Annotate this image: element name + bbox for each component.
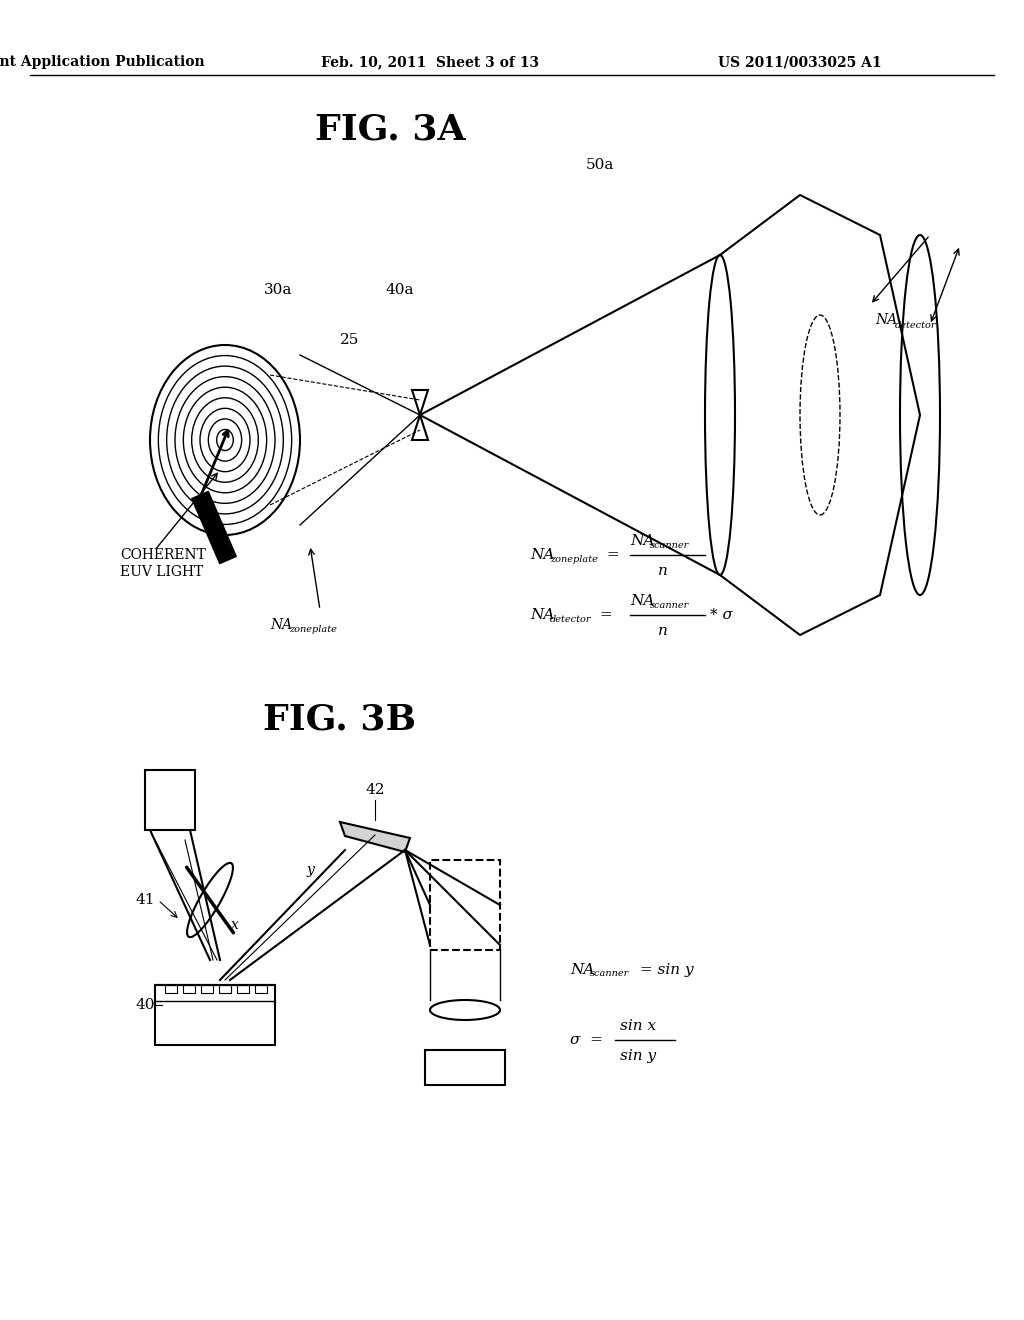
Text: zoneplate: zoneplate [289, 626, 337, 635]
Text: FIG. 3B: FIG. 3B [263, 704, 417, 737]
Text: scanner: scanner [590, 969, 630, 978]
Text: COHERENT: COHERENT [120, 548, 206, 562]
Text: n: n [658, 624, 668, 638]
Text: Feb. 10, 2011  Sheet 3 of 13: Feb. 10, 2011 Sheet 3 of 13 [321, 55, 539, 69]
Text: EUV LIGHT: EUV LIGHT [120, 565, 203, 579]
Text: y: y [306, 863, 314, 876]
Text: = sin y: = sin y [635, 964, 693, 977]
Text: detector: detector [895, 321, 937, 330]
Text: NA: NA [270, 618, 292, 632]
Polygon shape [340, 822, 410, 851]
Text: zoneplate: zoneplate [550, 554, 598, 564]
Text: scanner: scanner [650, 601, 689, 610]
Text: NA: NA [530, 609, 554, 622]
Text: Patent Application Publication: Patent Application Publication [0, 55, 205, 69]
Text: sin y: sin y [620, 1049, 656, 1063]
Text: FIG. 3A: FIG. 3A [314, 114, 465, 147]
Text: n: n [658, 564, 668, 578]
Text: sin x: sin x [620, 1019, 656, 1034]
Text: 42: 42 [366, 783, 385, 797]
Text: 25: 25 [340, 333, 359, 347]
Text: x: x [231, 917, 239, 932]
Text: 50a: 50a [586, 158, 614, 172]
Text: NA: NA [570, 964, 594, 977]
Text: NA: NA [874, 313, 897, 327]
Text: NA: NA [630, 535, 654, 548]
Text: 40a: 40a [386, 282, 415, 297]
Text: =: = [602, 548, 625, 562]
Text: US 2011/0033025 A1: US 2011/0033025 A1 [718, 55, 882, 69]
Text: scanner: scanner [650, 540, 689, 549]
Text: NA: NA [530, 548, 554, 562]
Text: 40: 40 [135, 998, 155, 1012]
Text: * σ: * σ [710, 609, 733, 622]
FancyArrow shape [191, 491, 237, 564]
Text: =: = [595, 609, 617, 622]
Text: NA: NA [630, 594, 654, 609]
Text: detector: detector [550, 615, 592, 623]
Text: 30a: 30a [264, 282, 292, 297]
Text: 41: 41 [135, 894, 155, 907]
Text: σ  =: σ = [570, 1034, 608, 1047]
